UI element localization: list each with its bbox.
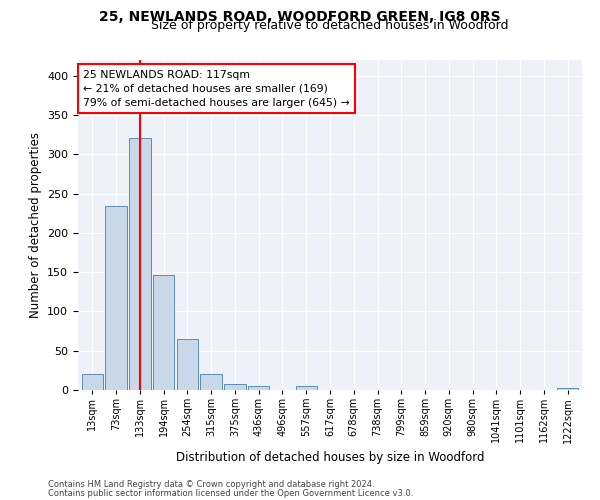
- Bar: [296, 386, 317, 390]
- X-axis label: Distribution of detached houses by size in Woodford: Distribution of detached houses by size …: [176, 451, 484, 464]
- Bar: [82, 374, 103, 390]
- Bar: [176, 339, 198, 390]
- Title: Size of property relative to detached houses in Woodford: Size of property relative to detached ho…: [151, 20, 509, 32]
- Text: 25, NEWLANDS ROAD, WOODFORD GREEN, IG8 0RS: 25, NEWLANDS ROAD, WOODFORD GREEN, IG8 0…: [99, 10, 501, 24]
- Bar: [248, 386, 269, 390]
- Y-axis label: Number of detached properties: Number of detached properties: [29, 132, 41, 318]
- Bar: [106, 206, 127, 390]
- Text: 25 NEWLANDS ROAD: 117sqm
← 21% of detached houses are smaller (169)
79% of semi-: 25 NEWLANDS ROAD: 117sqm ← 21% of detach…: [83, 70, 350, 108]
- Bar: [129, 138, 151, 390]
- Bar: [224, 384, 245, 390]
- Text: Contains public sector information licensed under the Open Government Licence v3: Contains public sector information licen…: [48, 488, 413, 498]
- Text: Contains HM Land Registry data © Crown copyright and database right 2024.: Contains HM Land Registry data © Crown c…: [48, 480, 374, 489]
- Bar: [557, 388, 578, 390]
- Bar: [153, 276, 174, 390]
- Bar: [200, 374, 222, 390]
